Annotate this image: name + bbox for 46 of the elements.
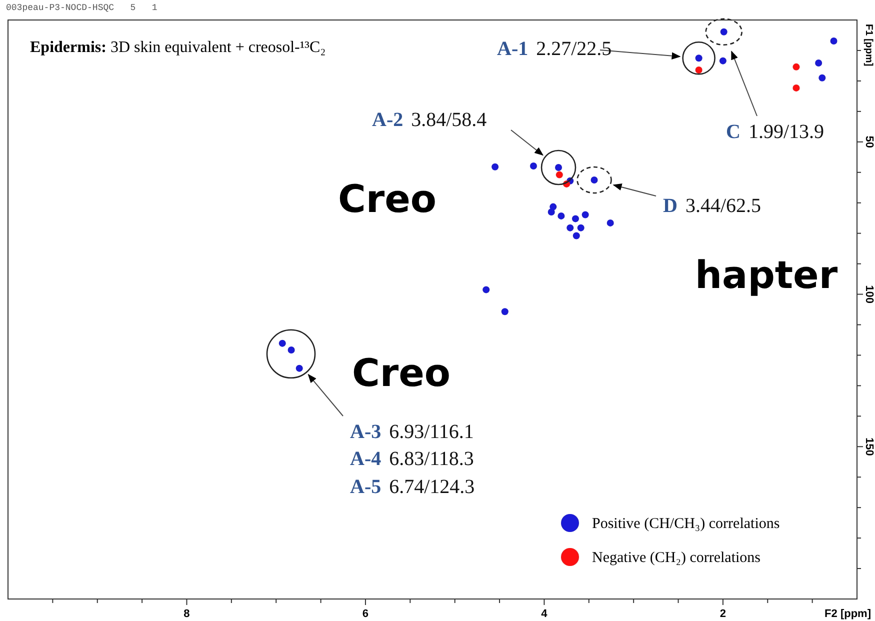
x-tick-label: 6	[362, 608, 369, 620]
x-tick-label: 2	[720, 608, 726, 620]
annotation: hapter	[695, 253, 838, 297]
point	[556, 171, 563, 178]
legend-label: Negative (CH₂) correlations	[592, 550, 761, 566]
annotation: C 1.99/13.9	[726, 121, 824, 143]
point	[492, 163, 499, 170]
point	[577, 224, 584, 232]
point	[482, 286, 490, 294]
point	[719, 57, 726, 64]
annotation: A-2 3.84/58.4	[372, 109, 487, 131]
point	[792, 63, 800, 70]
text: 003peau-P3-NOCD-HSQC 5 1	[6, 3, 158, 13]
point	[572, 215, 579, 222]
point	[278, 340, 286, 347]
legend-label: Positive (CH/CH₃) correlations	[592, 516, 780, 532]
point	[606, 219, 614, 226]
point	[582, 211, 589, 218]
y-tick-label: 100	[863, 285, 875, 304]
point	[695, 66, 702, 74]
point	[566, 224, 574, 232]
point	[296, 364, 303, 372]
y-axis-title: F1 [ppm]	[863, 24, 874, 66]
annotation: D 3.44/62.5	[663, 195, 762, 217]
point	[558, 212, 565, 220]
point	[288, 346, 295, 354]
annotation: A-1 2.27/22.5	[497, 38, 612, 60]
x-tick-label: 8	[184, 608, 190, 620]
annotation: Creo	[352, 351, 451, 395]
x-tick-label: 4	[541, 608, 548, 620]
point	[501, 308, 508, 316]
text: Epidermis: 3D skin equivalent + creosol-¹³C₂	[30, 39, 326, 56]
y-tick-label: 150	[863, 437, 875, 456]
point	[818, 74, 826, 82]
annotation: Creo	[338, 177, 437, 221]
point	[830, 38, 838, 45]
point	[815, 59, 822, 66]
point	[530, 162, 537, 170]
x-axis-title: F2 [ppm]	[824, 608, 872, 620]
point	[548, 208, 555, 216]
point	[792, 84, 800, 92]
annotation: A-4 6.83/118.3	[350, 448, 474, 470]
point	[572, 232, 580, 240]
annotation: A-5 6.74/124.3	[350, 476, 475, 498]
y-tick-label: 50	[863, 136, 875, 148]
annotation: A-3 6.93/116.1	[350, 421, 474, 443]
